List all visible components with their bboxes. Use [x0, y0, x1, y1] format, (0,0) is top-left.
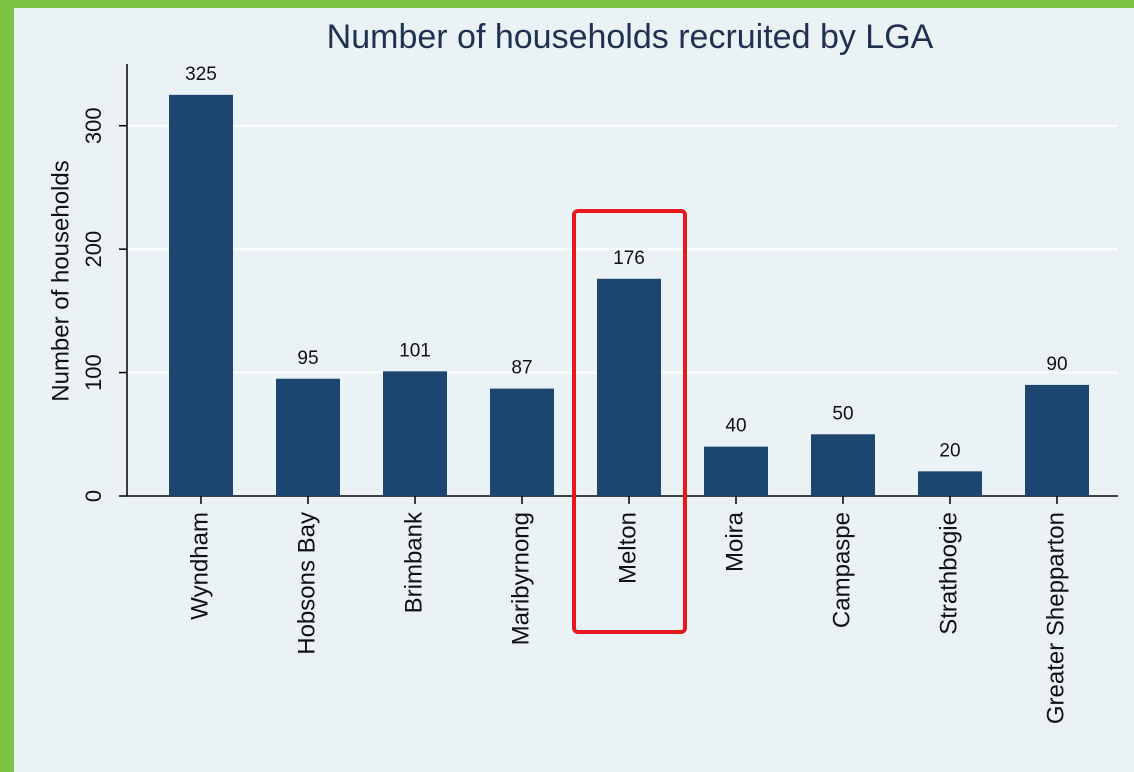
y-tick-label: 0	[81, 490, 106, 502]
bar	[1025, 384, 1089, 496]
x-tick-label: Brimbank	[400, 511, 427, 613]
x-tick-label: Melton	[614, 512, 641, 584]
bar	[490, 388, 554, 496]
bar	[597, 278, 661, 496]
bar	[276, 378, 340, 496]
x-tick-label: Moira	[721, 511, 748, 572]
data-label: 90	[1046, 354, 1067, 375]
bar	[918, 471, 982, 496]
data-label: 176	[613, 248, 645, 269]
x-tick-label: Hobsons Bay	[293, 512, 320, 655]
chart-title: Number of households recruited by LGA	[327, 18, 934, 56]
y-tick-label: 300	[81, 107, 106, 144]
x-tick-label: Strathbogie	[935, 512, 962, 635]
bar	[169, 94, 233, 496]
x-tick-label: Campaspe	[828, 512, 855, 628]
y-tick-label: 200	[81, 231, 106, 268]
bar	[383, 371, 447, 496]
data-label: 50	[832, 403, 853, 424]
x-tick-label: Maribyrnong	[507, 512, 534, 645]
highlight-box	[572, 209, 687, 634]
data-label: 40	[725, 416, 746, 437]
data-label: 325	[185, 64, 217, 85]
data-label: 101	[399, 340, 431, 361]
data-label: 20	[939, 440, 960, 461]
x-tick-label: Wyndham	[186, 512, 213, 620]
bar	[811, 434, 875, 496]
x-tick-label: Greater Shepparton	[1042, 512, 1069, 724]
data-label: 95	[297, 348, 318, 369]
y-tick-label: 100	[81, 354, 106, 391]
bar	[704, 446, 768, 496]
data-label: 87	[511, 358, 532, 379]
y-axis-title: Number of households	[47, 160, 74, 401]
